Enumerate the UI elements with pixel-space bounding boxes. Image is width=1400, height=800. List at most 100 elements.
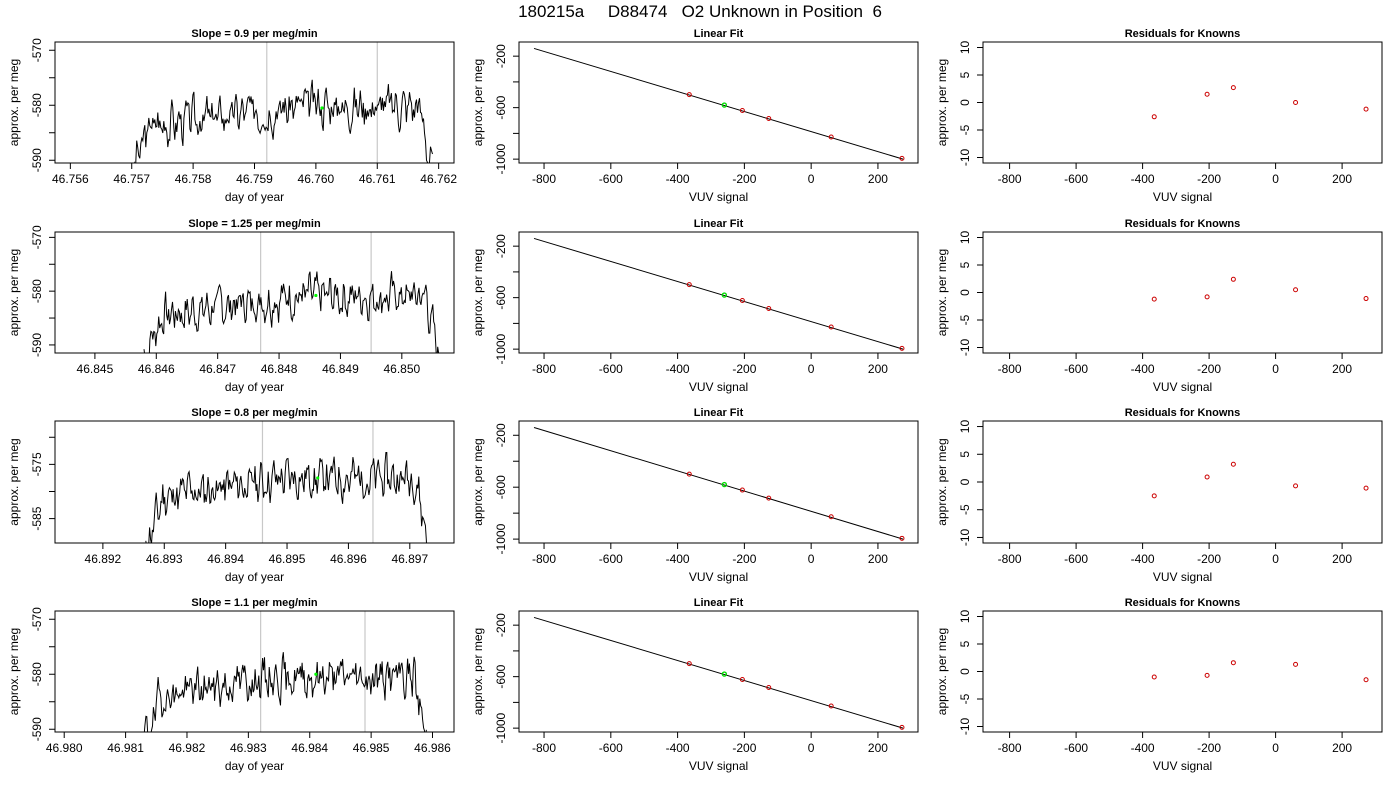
x-tick-label: -600: [1064, 362, 1088, 376]
y-tick-label: -580: [30, 93, 44, 117]
residual-point: [1151, 296, 1157, 302]
plot-frame: [54, 41, 455, 164]
plot-frame: [54, 231, 455, 354]
y-axis-label: approx. per meg: [471, 628, 485, 715]
panel-linear-fit-2: Linear Fit VUV signal approx. per meg -800 -…: [471, 218, 919, 394]
y-tick-label: -5: [958, 693, 972, 704]
per-meg-trace: [143, 652, 427, 732]
x-tick-label: 200: [868, 741, 888, 755]
panel-residuals-1: Residuals for Knowns VUV signal approx. pe…: [935, 28, 1383, 204]
y-tick-label: -200: [494, 613, 508, 637]
unknown-point: [721, 102, 728, 108]
y-tick-label: -600: [494, 475, 508, 499]
x-tick-label: 0: [808, 172, 815, 186]
unknown-point: [721, 292, 728, 298]
plot-data: [1151, 461, 1369, 499]
figure-title: 180215a D88474 O2 Unknown in Position 6: [518, 2, 882, 21]
x-tick-label: 0: [808, 741, 815, 755]
panel-title: Residuals for Knowns: [1125, 407, 1241, 419]
fit-line: [533, 427, 904, 540]
residual-point: [1230, 85, 1236, 91]
x-tick-label: 46.896: [330, 552, 367, 566]
y-tick-label: 5: [958, 640, 972, 647]
residual-point: [1293, 100, 1299, 105]
y-tick-label: -1000: [494, 143, 508, 174]
x-tick-label: 200: [1332, 741, 1352, 755]
y-axis-label: approx. per meg: [471, 438, 485, 525]
x-tick-label: -200: [1197, 362, 1221, 376]
x-tick-label: 0: [1272, 362, 1279, 376]
y-axis-label: approx. per meg: [935, 249, 949, 336]
x-tick-label: 46.892: [85, 552, 122, 566]
x-tick-label: 46.759: [236, 172, 273, 186]
panel-title: Linear Fit: [694, 407, 744, 419]
panel-linear-fit-1: Linear Fit VUV signal approx. per meg -800 -…: [471, 28, 919, 204]
known-point: [766, 495, 772, 501]
known-point: [686, 471, 692, 477]
plot-data: [1151, 276, 1369, 302]
known-point: [828, 514, 834, 520]
y-axis-label: approx. per meg: [7, 249, 21, 336]
x-tick-label: 46.985: [353, 741, 390, 755]
y-axis-label: approx. per meg: [471, 249, 485, 336]
x-tick-label: -800: [532, 362, 556, 376]
residual-point: [1363, 677, 1369, 683]
plot-frame: [518, 41, 919, 164]
y-tick-label: 0: [958, 668, 972, 675]
panel-title: Linear Fit: [694, 218, 744, 230]
x-tick-label: 46.984: [291, 741, 328, 755]
panel-residuals-2: Residuals for Knowns VUV signal approx. pe…: [935, 218, 1383, 394]
x-tick-label: 200: [1332, 362, 1352, 376]
known-point: [899, 535, 905, 541]
x-tick-label: -200: [1197, 741, 1221, 755]
residual-point: [1363, 106, 1369, 112]
plot-data: [533, 427, 905, 541]
x-tick-label: 46.897: [391, 552, 428, 566]
x-axis-label: VUV signal: [1153, 190, 1212, 204]
known-point: [739, 487, 745, 493]
y-tick-label: 10: [958, 610, 972, 624]
plot-frame: [54, 420, 455, 544]
y-tick-label: -590: [30, 148, 44, 172]
y-tick-label: 5: [958, 71, 972, 78]
fit-line: [533, 47, 904, 160]
panel-title: Slope = 1.25 per meg/min: [188, 218, 321, 230]
x-tick-label: -400: [1131, 552, 1155, 566]
y-tick-label: -580: [30, 279, 44, 303]
y-axis-label: approx. per meg: [935, 628, 949, 715]
fit-line: [533, 616, 904, 729]
plot-frame: [518, 231, 919, 354]
x-tick-label: 46.847: [199, 362, 236, 376]
residual-point: [1293, 483, 1299, 489]
y-tick-label: -10: [958, 718, 972, 736]
x-tick-label: 46.756: [52, 172, 89, 186]
known-point: [739, 676, 745, 682]
x-tick-label: -200: [732, 362, 756, 376]
x-tick-label: 46.983: [230, 741, 267, 755]
panel-title: Residuals for Knowns: [1125, 597, 1241, 609]
x-tick-label: 46.980: [46, 741, 83, 755]
x-tick-label: 0: [1272, 172, 1279, 186]
x-tick-label: -200: [732, 552, 756, 566]
x-tick-label: -600: [599, 172, 623, 186]
x-axis-label: day of year: [225, 380, 284, 394]
known-point: [766, 305, 772, 311]
y-tick-label: -600: [494, 664, 508, 688]
per-meg-trace: [134, 79, 433, 163]
x-tick-label: -800: [998, 362, 1022, 376]
y-tick-label: -600: [494, 285, 508, 309]
plot-data: [143, 232, 440, 353]
y-tick-label: -575: [30, 452, 44, 476]
residual-point: [1230, 276, 1236, 282]
x-axis-label: VUV signal: [1153, 759, 1212, 773]
panel-time-series-4: Slope = 1.1 per meg/min day of year approx…: [7, 597, 455, 773]
panel-time-series-3: Slope = 0.8 per meg/min day of year approx…: [7, 407, 455, 584]
x-tick-label: 46.761: [359, 172, 396, 186]
x-tick-label: 200: [868, 552, 888, 566]
x-tick-label: 46.894: [207, 552, 244, 566]
plot-data: [533, 47, 905, 161]
y-tick-label: -1000: [494, 523, 508, 554]
panel-title: Linear Fit: [694, 597, 744, 609]
panel-title: Residuals for Knowns: [1125, 218, 1241, 230]
